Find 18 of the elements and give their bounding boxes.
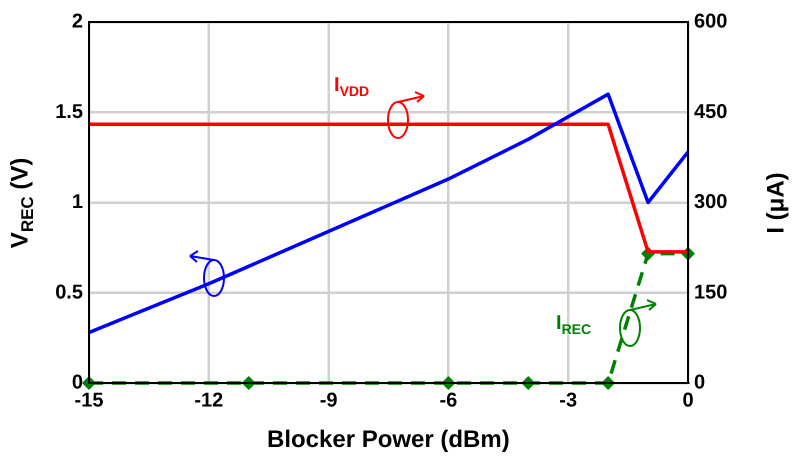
y-tick-label: 1 [72,191,83,214]
annotation: I$_{REC}$ [556,312,592,337]
x-tick-label: -9 [320,390,338,412]
annotation: I$_{VDD}$ [334,74,370,99]
y2-tick-label: 600 [694,10,728,33]
y-tick-label: 1.5 [55,100,83,123]
y2-tick-label: 450 [694,100,728,123]
y-tick-label: 2 [72,10,83,33]
x-tick-label: -3 [559,390,578,412]
y-tick-label: 0.5 [55,281,83,304]
y2-axis-title: I (μA) [762,172,790,234]
x-tick-label: -6 [440,390,458,412]
y2-tick-label: 150 [694,281,728,304]
y2-tick-label: 300 [694,191,728,214]
x-tick-label: 0 [682,390,694,412]
y2-tick-label: 0 [694,372,706,394]
x-tick-label: -12 [194,390,224,412]
x-axis-title: Blocker Power (dBm) [267,426,510,454]
